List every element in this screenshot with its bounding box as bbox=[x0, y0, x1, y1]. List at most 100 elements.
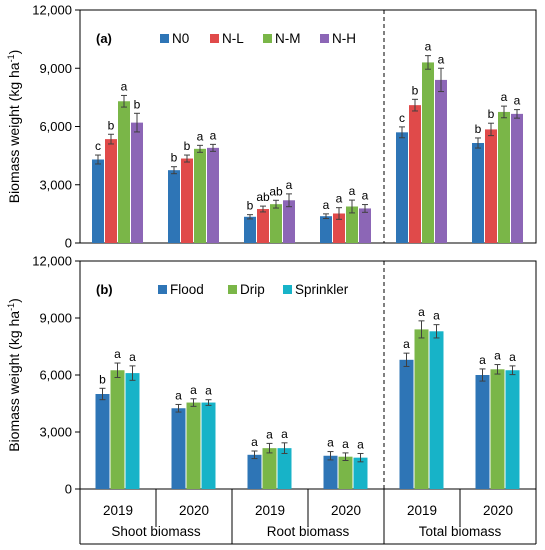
bar bbox=[125, 373, 140, 489]
significance-letter: c bbox=[399, 111, 405, 125]
significance-letter: b bbox=[247, 199, 254, 213]
legend-swatch bbox=[228, 285, 237, 294]
significance-letter: a bbox=[403, 337, 410, 351]
panel-b: 0 3,000 6,000 9,000 12,000 Biomass weight (kg… bbox=[6, 254, 537, 497]
plot-frame bbox=[79, 9, 537, 244]
significance-letter: a bbox=[205, 384, 212, 398]
bar bbox=[131, 122, 143, 243]
significance-letter: a bbox=[509, 350, 516, 364]
x-tick-label: 2020 bbox=[179, 503, 209, 518]
legend-label: Drip bbox=[240, 282, 265, 297]
bar bbox=[201, 402, 216, 489]
significance-letter: a bbox=[438, 52, 445, 66]
bar bbox=[171, 408, 186, 489]
significance-letter: a bbox=[501, 90, 508, 104]
significance-letter: a bbox=[357, 437, 364, 451]
significance-letter: ab bbox=[269, 184, 283, 198]
legend-swatch bbox=[158, 285, 167, 294]
bar bbox=[262, 448, 277, 489]
x-tick-label: 2019 bbox=[255, 503, 285, 518]
significance-letter: a bbox=[286, 178, 293, 192]
bar bbox=[498, 111, 510, 243]
significance-letter: a bbox=[433, 309, 440, 323]
bar bbox=[505, 370, 520, 489]
legend-swatch bbox=[160, 34, 169, 43]
significance-letter: b bbox=[99, 372, 106, 386]
significance-letter: a bbox=[418, 305, 425, 319]
significance-letter: a bbox=[425, 40, 432, 54]
bar bbox=[105, 139, 117, 243]
bar bbox=[490, 369, 505, 489]
bar bbox=[323, 455, 338, 489]
significance-letter: b bbox=[108, 118, 115, 132]
legend-swatch bbox=[210, 34, 219, 43]
bar bbox=[194, 148, 206, 243]
bar bbox=[346, 206, 358, 243]
y-axis-label: Biomass weight (kg ha-1) bbox=[6, 50, 22, 204]
significance-letter: a bbox=[362, 189, 369, 203]
bar bbox=[168, 170, 180, 243]
group-label: Total biomass bbox=[419, 524, 502, 539]
y-tick-label: 12,000 bbox=[32, 254, 72, 269]
bar bbox=[353, 457, 368, 489]
bar bbox=[247, 454, 262, 489]
y-tick-label: 12,000 bbox=[32, 3, 72, 18]
significance-letter: a bbox=[479, 353, 486, 367]
y-tick-label: 9,000 bbox=[39, 61, 72, 76]
significance-letter: a bbox=[494, 349, 501, 363]
y-tick-label: 3,000 bbox=[39, 177, 72, 192]
panel-label: (a) bbox=[96, 31, 112, 46]
bar bbox=[277, 448, 292, 489]
significance-letter: ab bbox=[256, 190, 270, 204]
legend-swatch bbox=[283, 285, 292, 294]
legend-label: Sprinkler bbox=[295, 282, 349, 297]
bar bbox=[320, 216, 332, 243]
bar bbox=[409, 105, 421, 244]
significance-letter: a bbox=[129, 350, 136, 364]
bar bbox=[485, 129, 497, 243]
legend-label: N-H bbox=[332, 31, 356, 46]
y-tick-label: 9,000 bbox=[39, 311, 72, 326]
significance-letter: b bbox=[134, 97, 141, 111]
significance-letter: b bbox=[184, 139, 191, 153]
significance-letter: a bbox=[342, 437, 349, 451]
legend-swatch bbox=[263, 34, 272, 43]
bar bbox=[333, 213, 345, 243]
panel-a: 0 3,000 6,000 9,000 12,000 Biomass weight (kg… bbox=[6, 3, 537, 251]
significance-letter: a bbox=[323, 198, 330, 212]
significance-letter: a bbox=[121, 79, 128, 93]
significance-letter: a bbox=[327, 436, 334, 450]
bar bbox=[186, 402, 201, 489]
significance-letter: a bbox=[251, 435, 258, 449]
x-tick-label: 2019 bbox=[103, 503, 133, 518]
significance-letter: a bbox=[336, 192, 343, 206]
significance-letter: b bbox=[475, 122, 482, 136]
significance-letter: c bbox=[95, 139, 101, 153]
bar bbox=[92, 159, 104, 243]
significance-letter: b bbox=[171, 151, 178, 165]
significance-letter: a bbox=[197, 129, 204, 143]
bar bbox=[435, 79, 447, 244]
y-tick-label: 6,000 bbox=[39, 119, 72, 134]
bar bbox=[95, 394, 110, 489]
legend-swatch bbox=[320, 34, 329, 43]
significance-letter: a bbox=[349, 184, 356, 198]
significance-letter: b bbox=[412, 83, 419, 97]
bar bbox=[338, 456, 353, 489]
x-tick-label: 2019 bbox=[407, 503, 437, 518]
bar bbox=[475, 375, 490, 489]
bar bbox=[118, 101, 130, 243]
significance-letter: a bbox=[210, 128, 217, 142]
bar bbox=[429, 331, 444, 489]
bar bbox=[270, 204, 282, 243]
y-tick-label: 6,000 bbox=[39, 368, 72, 383]
bar bbox=[472, 143, 484, 243]
bar bbox=[257, 209, 269, 243]
significance-letter: a bbox=[266, 427, 273, 441]
y-tick-label: 0 bbox=[65, 236, 72, 251]
significance-letter: a bbox=[514, 94, 521, 108]
significance-letter: a bbox=[114, 347, 121, 361]
bar bbox=[414, 329, 429, 489]
panel-label: (b) bbox=[96, 282, 113, 297]
